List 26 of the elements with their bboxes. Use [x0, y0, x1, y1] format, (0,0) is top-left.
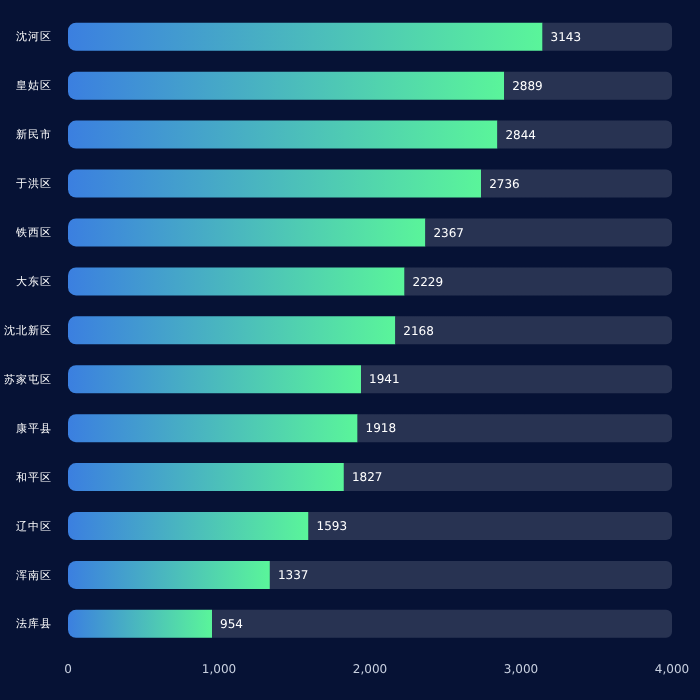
- bar: [542, 22, 672, 51]
- bar: [68, 414, 358, 443]
- bar: [68, 365, 362, 394]
- bar: [68, 22, 543, 51]
- bar: [404, 267, 672, 296]
- bar: [68, 218, 426, 247]
- bar: [357, 414, 672, 443]
- bar: [68, 511, 309, 540]
- bar: [68, 267, 405, 296]
- bar: [68, 316, 396, 345]
- bar: [68, 609, 213, 638]
- bar: [497, 120, 672, 149]
- bar: [395, 316, 672, 345]
- bar: [425, 218, 672, 247]
- bar: [68, 71, 505, 100]
- bar: [68, 560, 270, 589]
- bar: [68, 120, 498, 149]
- bar: [481, 169, 672, 198]
- bar: [361, 365, 672, 394]
- bar: [343, 463, 672, 492]
- bar: [68, 169, 482, 198]
- bar: [269, 560, 672, 589]
- bar: [68, 463, 344, 492]
- bar: [308, 511, 672, 540]
- bar: [212, 609, 672, 638]
- bar: [504, 71, 672, 100]
